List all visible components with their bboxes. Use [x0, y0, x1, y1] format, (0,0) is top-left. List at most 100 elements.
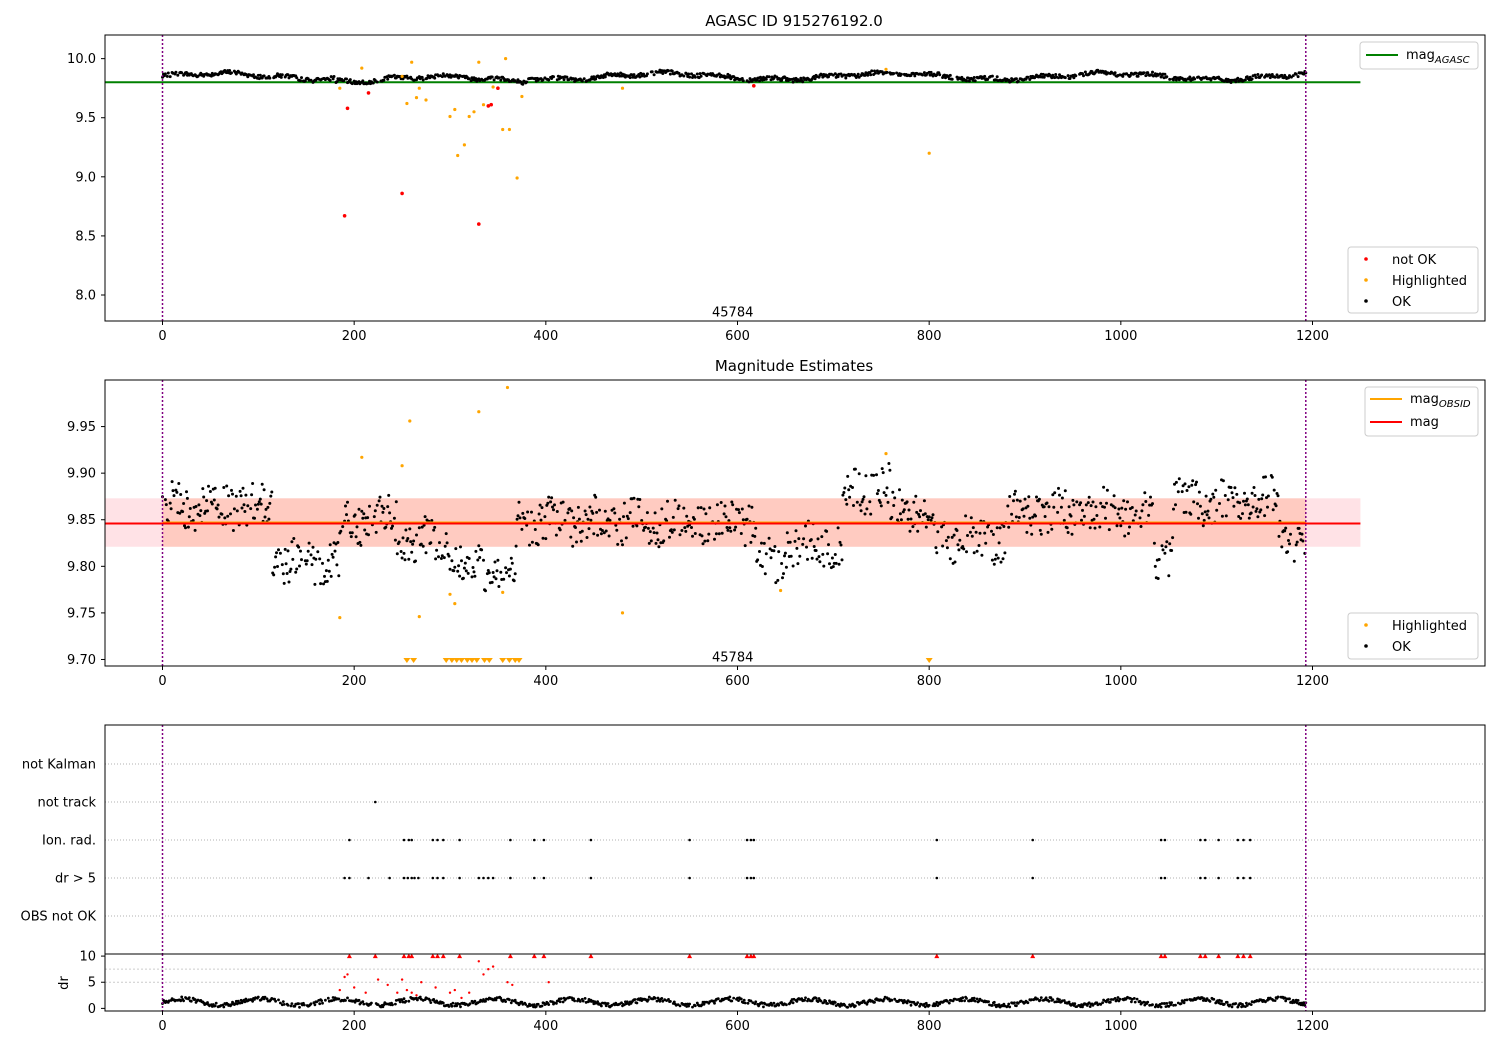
ok-point [923, 512, 927, 516]
dr-point [1073, 1002, 1077, 1006]
ok-point [472, 570, 476, 574]
ok-point [283, 547, 287, 551]
ok-point [388, 511, 392, 515]
dr-point [302, 1003, 306, 1007]
ok-point [827, 543, 830, 547]
ok-point [1266, 505, 1269, 509]
ok-point [734, 525, 738, 529]
ok-point [977, 544, 981, 547]
ok-point [958, 538, 962, 542]
ok-point [461, 576, 465, 580]
ok-point [1080, 518, 1083, 522]
ok-point [1013, 489, 1017, 493]
ok-point [764, 77, 768, 81]
ok-point [374, 530, 378, 534]
ok-point [168, 501, 172, 505]
ok-point [1243, 78, 1247, 82]
ok-point [188, 507, 192, 510]
ok-point [458, 574, 462, 578]
x-tick-label: 0 [158, 1019, 166, 1034]
ok-point [990, 558, 994, 562]
ok-point [1172, 507, 1175, 511]
dr-clipped-marker [1247, 953, 1253, 959]
dr-point [298, 1005, 301, 1009]
ok-point [438, 541, 441, 545]
ok-point [229, 512, 232, 516]
ok-point [651, 526, 655, 530]
highlighted-point [338, 616, 342, 620]
ok-point [938, 73, 942, 77]
dr-point [182, 999, 186, 1003]
ok-point [640, 519, 644, 522]
dr-point [865, 1002, 869, 1006]
highlighted-point [417, 86, 421, 90]
ok-point [1152, 541, 1156, 545]
ok-point [193, 528, 197, 532]
flag-point [752, 838, 756, 842]
ok-point [858, 503, 862, 507]
ok-point [231, 529, 235, 532]
ok-point [462, 566, 466, 570]
ok-point [783, 551, 787, 555]
flag-point [1217, 876, 1220, 880]
ok-point [1185, 489, 1189, 492]
ok-point [266, 505, 270, 509]
dr-point [777, 1003, 781, 1007]
ok-point [496, 558, 500, 562]
flag-point [442, 876, 445, 880]
dr-point [1222, 1002, 1226, 1006]
ok-point [929, 70, 933, 74]
ok-point [314, 557, 318, 561]
ok-point [621, 543, 624, 547]
ok-point [745, 517, 749, 521]
ok-point [1170, 549, 1174, 552]
ok-point [1259, 508, 1263, 512]
flag-point [1199, 838, 1202, 842]
ok-point [892, 72, 896, 75]
ok-point [213, 486, 217, 490]
ok-point [1001, 557, 1005, 561]
dr-point [1118, 997, 1122, 1001]
dr-clipped-marker [1202, 953, 1208, 959]
x-tick-label: 600 [725, 329, 750, 344]
ok-point [905, 500, 909, 504]
ok-point [1120, 506, 1124, 510]
dr-point [1220, 999, 1223, 1003]
ok-point [1236, 76, 1240, 80]
dr-point [730, 999, 734, 1003]
ok-point [683, 526, 687, 530]
ok-point [419, 542, 423, 546]
ok-point [700, 534, 704, 538]
ok-point [463, 561, 467, 565]
x-tick-label: 800 [917, 329, 942, 344]
dr-point [739, 997, 743, 1001]
ok-point [767, 536, 771, 540]
dr-point [1288, 997, 1291, 1001]
not-ok-point [496, 86, 500, 90]
ok-point [480, 548, 484, 552]
ok-point [336, 541, 340, 544]
dr-clipped-marker [1030, 953, 1036, 959]
flag-point [1236, 838, 1240, 842]
ok-point [965, 79, 968, 83]
ok-point [457, 76, 461, 80]
dr-point [513, 998, 517, 1002]
ok-point [290, 540, 294, 544]
ok-point [254, 503, 257, 507]
ok-point [922, 499, 926, 503]
ok-point [215, 507, 219, 511]
ok-point [662, 539, 666, 543]
ok-point [667, 69, 670, 73]
ok-point [459, 545, 462, 549]
ok-point [285, 572, 289, 575]
dr-point [1058, 998, 1061, 1001]
ok-point [844, 76, 848, 80]
dr-point [561, 1000, 565, 1004]
not-ok-point [477, 222, 481, 226]
ok-point [169, 507, 173, 511]
ok-point [335, 563, 339, 567]
ok-point [584, 513, 588, 517]
ok-point [701, 542, 705, 546]
ok-point [282, 581, 286, 585]
y-tick-label: 8.0 [75, 289, 96, 304]
